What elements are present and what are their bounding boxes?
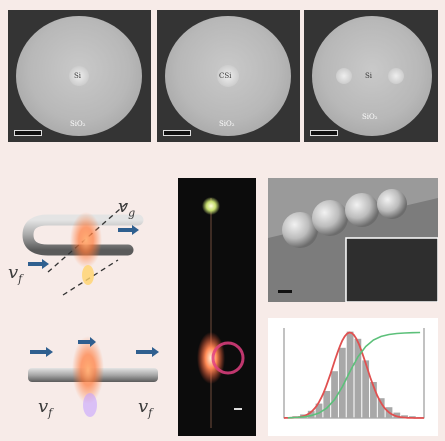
cumulative-curve bbox=[287, 331, 421, 419]
histogram-bar bbox=[323, 391, 331, 418]
matrix-label: SiO₂ bbox=[362, 113, 378, 121]
fiber-drawing-schematic bbox=[22, 201, 159, 417]
histogram-bar bbox=[315, 403, 323, 418]
core-label: CSi bbox=[219, 72, 232, 80]
fiber-core-left bbox=[336, 68, 352, 84]
histogram-bar bbox=[370, 382, 377, 418]
sem-cross-section-1: Si SiO₂ bbox=[8, 10, 151, 142]
flow-arrows-lower bbox=[30, 337, 159, 357]
optical-emission-image bbox=[178, 178, 256, 436]
chart-axes bbox=[283, 328, 425, 419]
ring-resonator bbox=[211, 341, 245, 375]
droplet-lower bbox=[83, 393, 97, 417]
scale-bar bbox=[310, 130, 338, 136]
matrix-label: SiO₂ bbox=[219, 120, 235, 128]
droplet bbox=[82, 265, 94, 285]
gaussian-fit-line bbox=[283, 331, 424, 419]
velocity-label-f-lower-left: vf bbox=[38, 396, 53, 420]
red-emission-spot bbox=[197, 332, 225, 384]
histogram-bar bbox=[393, 412, 401, 418]
sem-cross-section-3: Si SiO₂ bbox=[304, 10, 438, 142]
fiber-core bbox=[217, 65, 239, 87]
size-distribution-chart bbox=[268, 318, 438, 436]
hot-zone-glow-lower bbox=[72, 336, 104, 404]
histogram-bar bbox=[362, 360, 370, 418]
flow-arrows-upper bbox=[28, 225, 139, 269]
matrix-label: SiO₂ bbox=[70, 120, 86, 128]
core-label: Si bbox=[365, 72, 373, 80]
velocity-label-f-lower-right: vf bbox=[138, 396, 153, 420]
velocity-label-g: vg bbox=[118, 196, 136, 220]
inset-image bbox=[345, 237, 438, 302]
histogram-bar bbox=[307, 410, 315, 418]
sem-cross-section-2: CSi SiO₂ bbox=[157, 10, 300, 142]
velocity-label-f-upper: vf bbox=[8, 262, 23, 286]
histogram-bar bbox=[354, 338, 362, 418]
scale-bar bbox=[14, 130, 42, 136]
histogram-bar bbox=[346, 331, 354, 418]
histogram-bar bbox=[377, 398, 385, 418]
histogram-bar bbox=[338, 347, 346, 418]
histogram-bar bbox=[331, 371, 338, 418]
sem-spheres-image bbox=[268, 178, 438, 302]
fiber-core bbox=[69, 66, 89, 86]
core-label: Si bbox=[74, 72, 82, 80]
fiber-core-right bbox=[388, 68, 404, 84]
green-emission-spot bbox=[202, 197, 220, 215]
scale-bar bbox=[163, 130, 191, 136]
hot-zone-glow bbox=[70, 212, 102, 268]
cladding-disk bbox=[312, 16, 432, 136]
bent-fiber bbox=[22, 201, 144, 296]
histogram-svg bbox=[283, 328, 425, 419]
